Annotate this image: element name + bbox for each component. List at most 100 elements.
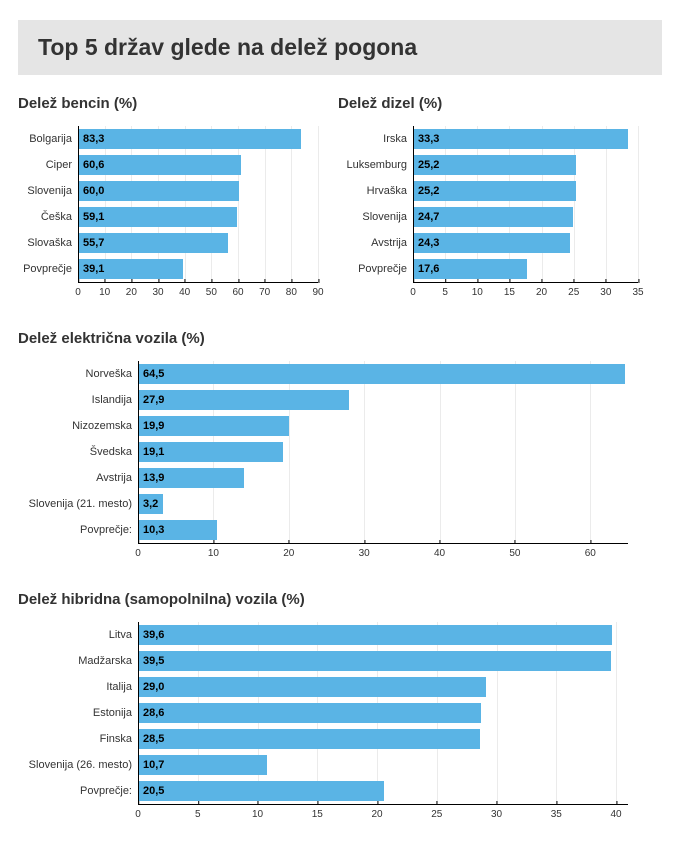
axis-tick: 5 — [442, 283, 448, 298]
axis-tick: 10 — [252, 805, 263, 820]
bar-value: 24,7 — [418, 211, 439, 223]
bar-value: 3,2 — [143, 498, 158, 510]
bar-row: Italija 29,0 — [18, 674, 628, 700]
axis-tick: 80 — [286, 283, 297, 298]
bar-label: Madžarska — [18, 655, 138, 667]
chart-bencin: Delež bencin (%)Bolgarija83,3Ciper60,6Sl… — [18, 95, 318, 302]
bar-value: 25,2 — [418, 185, 439, 197]
axis-tick: 15 — [312, 805, 323, 820]
bar-label: Švedska — [18, 446, 138, 458]
bar-value: 39,6 — [143, 629, 164, 641]
axis-tick: 10 — [99, 283, 110, 298]
bar-fill: 24,7 — [414, 207, 573, 227]
axis-tick: 30 — [600, 283, 611, 298]
bar-label: Slovenija (26. mesto) — [18, 759, 138, 771]
bar-row: Finska 28,5 — [18, 726, 628, 752]
bar-label: Povprečje: — [18, 524, 138, 536]
bar-label: Povprečje — [338, 263, 413, 275]
bar-fill: 25,2 — [414, 181, 576, 201]
bar-fill: 28,5 — [139, 729, 480, 749]
bar-label: Islandija — [18, 394, 138, 406]
bar-value: 19,1 — [143, 446, 164, 458]
axis-tick: 30 — [152, 283, 163, 298]
axis-tick: 40 — [610, 805, 621, 820]
bar-value: 20,5 — [143, 785, 164, 797]
axis-tick: 60 — [585, 544, 596, 559]
chart-dizel: Delež dizel (%)Irska33,3Luksemburg25,2Hr… — [338, 95, 638, 302]
bar-row: Irska 33,3 — [338, 126, 638, 152]
bar-fill: 24,3 — [414, 233, 570, 253]
chart-container: Top 5 držav glede na delež pogona Delež … — [0, 0, 680, 844]
bar-value: 55,7 — [83, 237, 104, 249]
bar-fill: 60,0 — [79, 181, 239, 201]
axis-tick: 5 — [195, 805, 201, 820]
bar-fill: 19,1 — [139, 442, 283, 462]
bar-fill: 28,6 — [139, 703, 481, 723]
axis-tick: 35 — [551, 805, 562, 820]
bar-label: Slovenija — [338, 211, 413, 223]
axis-tick: 50 — [509, 544, 520, 559]
bar-fill: 3,2 — [139, 494, 163, 514]
bar-label: Bolgarija — [18, 133, 78, 145]
bar-row: Švedska 19,1 — [18, 439, 628, 465]
chart-title: Delež električna vozila (%) — [18, 330, 662, 347]
bar-row: Povprečje: 20,5 — [18, 778, 628, 804]
axis-tick: 90 — [312, 283, 323, 298]
bar-value: 29,0 — [143, 681, 164, 693]
bar-value: 59,1 — [83, 211, 104, 223]
bar-row: Povprečje39,1 — [18, 256, 318, 282]
bar-fill: 60,6 — [79, 155, 241, 175]
bar-fill: 39,1 — [79, 259, 183, 279]
bar-value: 24,3 — [418, 237, 439, 249]
bar-fill: 64,5 — [139, 364, 625, 384]
row-top: Delež bencin (%)Bolgarija83,3Ciper60,6Sl… — [18, 95, 662, 302]
bar-value: 17,6 — [418, 263, 439, 275]
bar-label: Avstrija — [338, 237, 413, 249]
bar-value: 64,5 — [143, 368, 164, 380]
bar-fill: 39,5 — [139, 651, 611, 671]
bar-value: 10,7 — [143, 759, 164, 771]
bar-fill: 33,3 — [414, 129, 628, 149]
axis-tick: 25 — [568, 283, 579, 298]
axis-tick: 35 — [632, 283, 643, 298]
bar-row: Povprečje 17,6 — [338, 256, 638, 282]
bar-value: 33,3 — [418, 133, 439, 145]
chart-title: Delež bencin (%) — [18, 95, 318, 112]
axis-tick: 0 — [410, 283, 416, 298]
bar-value: 13,9 — [143, 472, 164, 484]
bar-row: Ciper60,6 — [18, 152, 318, 178]
bar-value: 39,5 — [143, 655, 164, 667]
bar-value: 28,5 — [143, 733, 164, 745]
bar-fill: 10,3 — [139, 520, 217, 540]
bar-row: Avstrija13,9 — [18, 465, 628, 491]
bar-value: 60,0 — [83, 185, 104, 197]
axis-tick: 20 — [371, 805, 382, 820]
bar-fill: 17,6 — [414, 259, 527, 279]
axis-tick: 10 — [472, 283, 483, 298]
axis-tick: 50 — [206, 283, 217, 298]
bar-label: Irska — [338, 133, 413, 145]
bar-label: Povprečje: — [18, 785, 138, 797]
axis-tick: 20 — [283, 544, 294, 559]
bar-label: Italija — [18, 681, 138, 693]
axis-tick: 70 — [259, 283, 270, 298]
title-banner: Top 5 držav glede na delež pogona — [18, 20, 662, 75]
bar-row: Slovenija (26. mesto) 10,7 — [18, 752, 628, 778]
bar-row: Slovaška55,7 — [18, 230, 318, 256]
bar-row: Bolgarija83,3 — [18, 126, 318, 152]
axis-tick: 30 — [491, 805, 502, 820]
axis-tick: 0 — [75, 283, 81, 298]
bar-label: Nizozemska — [18, 420, 138, 432]
bar-value: 27,9 — [143, 394, 164, 406]
chart-title: Delež dizel (%) — [338, 95, 638, 112]
bar-fill: 27,9 — [139, 390, 349, 410]
axis-tick: 60 — [232, 283, 243, 298]
bar-value: 10,3 — [143, 524, 164, 536]
bar-label: Finska — [18, 733, 138, 745]
bar-row: Slovenija60,0 — [18, 178, 318, 204]
bar-row: Madžarska 39,5 — [18, 648, 628, 674]
axis-tick: 30 — [359, 544, 370, 559]
bar-label: Hrvaška — [338, 185, 413, 197]
bar-fill: 10,7 — [139, 755, 267, 775]
bar-row: Estonija28,6 — [18, 700, 628, 726]
